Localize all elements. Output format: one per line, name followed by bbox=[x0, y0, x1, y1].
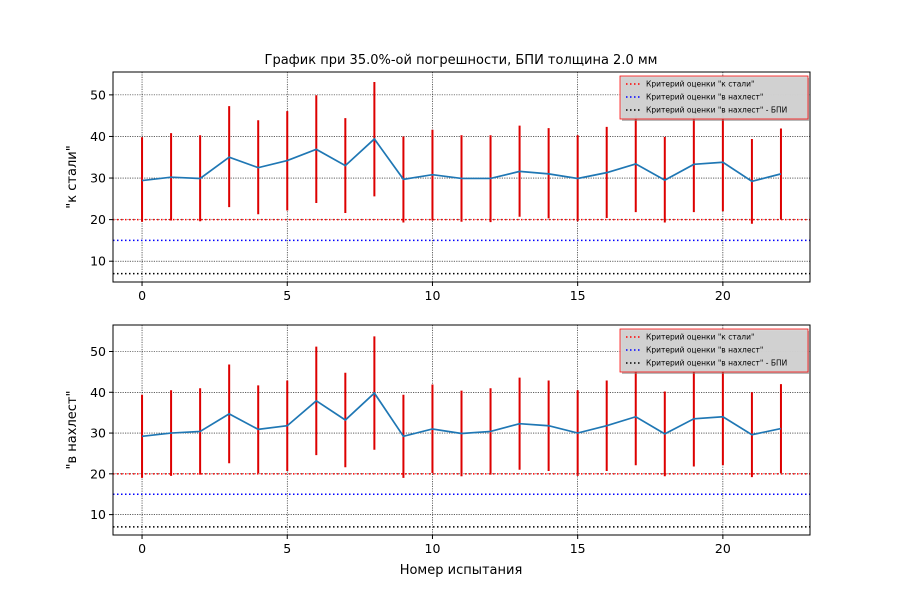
legend-entry: Критерий оценки "к стали" bbox=[646, 80, 754, 89]
plot-frame bbox=[112, 71, 811, 283]
x-tick-label: 15 bbox=[570, 288, 586, 303]
x-tick-label: 10 bbox=[425, 541, 441, 556]
series-line bbox=[141, 391, 782, 438]
y-tick-label: 50 bbox=[90, 87, 106, 102]
plot-k-stali: 0 5 10 15 20 10 20 30 40 50 "к стали" Критерий оцен… bbox=[65, 71, 811, 303]
y-tick-label: 50 bbox=[90, 344, 106, 359]
plot-frame bbox=[112, 324, 811, 536]
y-axis-label: "к стали" bbox=[65, 145, 80, 208]
y-tick-label: 10 bbox=[90, 507, 106, 522]
series-line bbox=[141, 137, 782, 183]
x-tick-label: 20 bbox=[715, 541, 731, 556]
legend-entry: Критерий оценки "к стали" bbox=[646, 333, 754, 342]
plot-v-nahlest: 0 5 10 15 20 10 20 30 40 50 "в нахлест" Критерий оц… bbox=[65, 324, 811, 556]
chart-title: График при 35.0%-ой погрешности, БПИ тол… bbox=[265, 53, 658, 68]
x-tick-label: 0 bbox=[138, 288, 146, 303]
legend-entry: Критерий оценки "в нахлест" - БПИ bbox=[646, 106, 787, 115]
y-axis-label: "в нахлест" bbox=[65, 391, 80, 470]
y-tick-label: 20 bbox=[90, 212, 106, 227]
x-tick-label: 15 bbox=[570, 541, 586, 556]
x-tick-label: 10 bbox=[425, 288, 441, 303]
y-tick-label: 40 bbox=[90, 385, 106, 400]
legend-entry: Критерий оценки "в нахлест" bbox=[646, 93, 763, 102]
y-tick-label: 20 bbox=[90, 466, 106, 481]
legend-entry: Критерий оценки "в нахлест" - БПИ bbox=[646, 359, 787, 368]
y-tick-label: 40 bbox=[90, 129, 106, 144]
legend-entry: Критерий оценки "в нахлест" bbox=[646, 346, 763, 355]
legend bbox=[619, 75, 809, 120]
y-tick-label: 30 bbox=[90, 171, 106, 186]
y-tick-label: 30 bbox=[90, 426, 106, 441]
legend bbox=[619, 328, 809, 373]
x-tick-label: 5 bbox=[283, 288, 291, 303]
y-tick-label: 10 bbox=[90, 254, 106, 269]
x-axis-label: Номер испытания bbox=[400, 563, 523, 578]
x-tick-label: 5 bbox=[283, 541, 291, 556]
x-tick-label: 20 bbox=[715, 288, 731, 303]
x-tick-label: 0 bbox=[138, 541, 146, 556]
